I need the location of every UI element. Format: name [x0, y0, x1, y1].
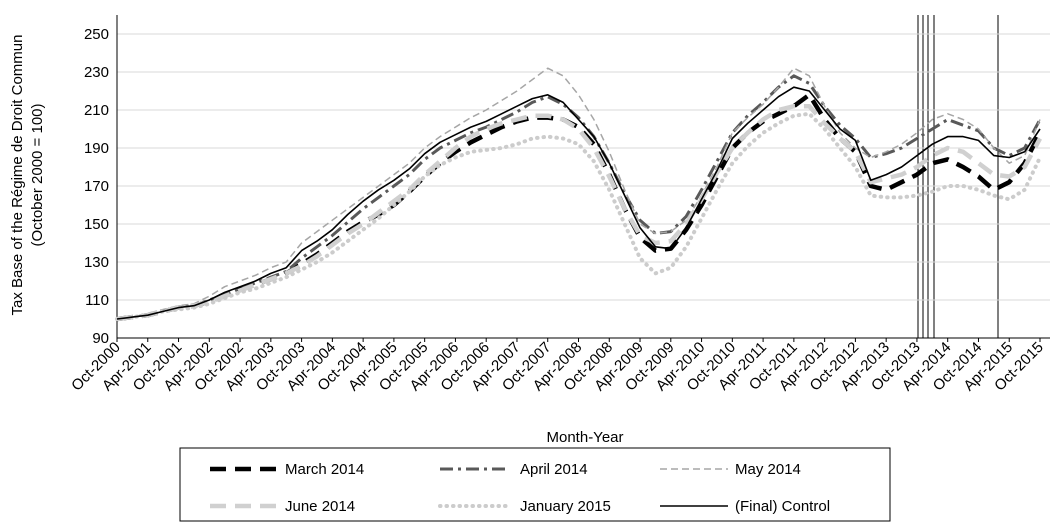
y-tick-label: 130 — [84, 254, 109, 271]
vintage-lines — [917, 15, 999, 338]
y-tick-label: 210 — [84, 102, 109, 119]
series-line — [115, 111, 1042, 321]
legend-label: March 2014 — [285, 461, 364, 478]
series-line — [116, 67, 1041, 320]
legend-label: January 2015 — [520, 498, 611, 515]
series-line — [116, 86, 1041, 320]
y-tick-label: 190 — [84, 140, 109, 157]
plot-lines — [115, 67, 1043, 322]
y-tick-label: 250 — [84, 26, 109, 43]
y-axis-title: Tax Base of the Régime de Droit Commun (… — [9, 35, 46, 316]
y-tick-label: 110 — [85, 292, 109, 309]
x-axis-title: Month-Year — [547, 429, 624, 446]
legend-label: May 2014 — [735, 461, 801, 478]
legend-label: April 2014 — [520, 461, 588, 478]
series-line — [116, 92, 1043, 322]
series-line — [116, 103, 1042, 322]
y-tick-label: 150 — [84, 216, 109, 233]
legend-label: June 2014 — [285, 498, 355, 515]
legend-label: (Final) Control — [735, 498, 830, 515]
legend-box — [179, 447, 891, 522]
y-axis-title-line: (October 2000 = 100) — [29, 103, 46, 246]
y-axis-title-line: Tax Base of the Régime de Droit Commun — [9, 35, 26, 316]
y-tick-label: 90 — [92, 330, 109, 347]
y-tick-label: 170 — [84, 178, 109, 195]
y-tick-label: 230 — [84, 64, 109, 81]
